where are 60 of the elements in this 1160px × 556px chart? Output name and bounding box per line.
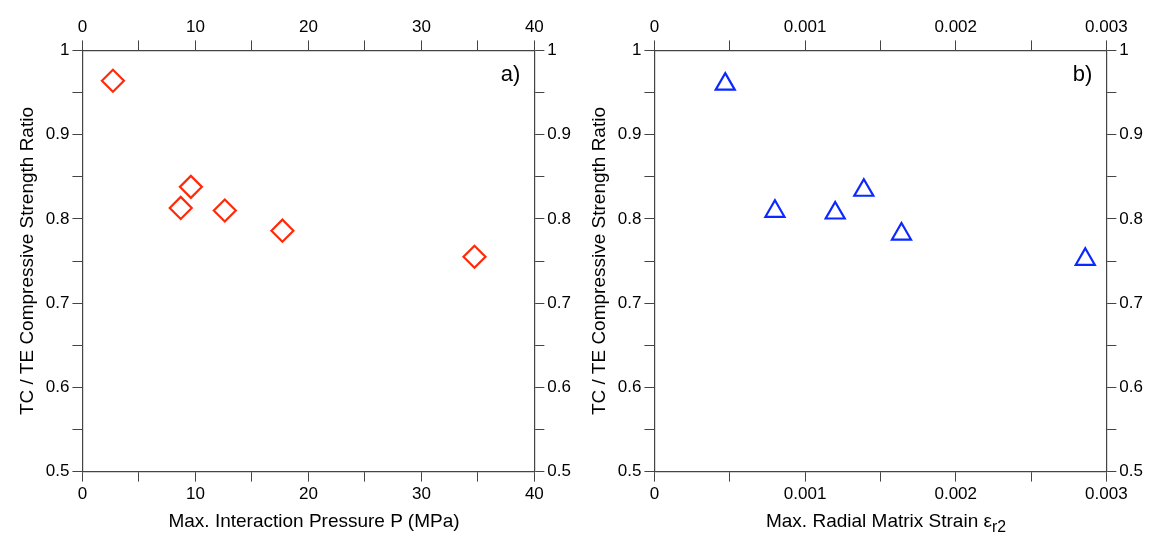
- x2-tick-label: 30: [411, 16, 431, 36]
- y-tick-label: 0.6: [617, 377, 642, 397]
- x2-tick-label: 20: [298, 16, 318, 36]
- point: [212, 198, 237, 223]
- point: [853, 178, 875, 197]
- x-tick-label: 40: [524, 484, 544, 504]
- x-tick-label: 0.003: [1085, 484, 1128, 504]
- y2-tick-label: 0.9: [547, 124, 572, 144]
- x2-tick-label: 0: [649, 16, 660, 36]
- point: [890, 221, 913, 241]
- x-tick-label: 0: [649, 484, 660, 504]
- y2-tick-label: 0.7: [547, 292, 572, 312]
- x2-tick-label: 10: [185, 16, 205, 36]
- y2-tick-label: 0.8: [1119, 208, 1144, 228]
- point: [824, 200, 846, 220]
- y2-tick-label: 1: [1119, 40, 1129, 60]
- y2-tick-label: 0.7: [1119, 292, 1144, 312]
- point: [764, 199, 786, 218]
- y2-tick-label: 0.6: [1119, 377, 1144, 397]
- annotation: b): [1072, 61, 1093, 87]
- y2-tick-label: 0.5: [547, 461, 572, 481]
- x-tick-label: 0.001: [783, 484, 827, 504]
- y-tick-label: 0.7: [45, 292, 70, 312]
- point: [270, 218, 295, 243]
- x-tick-label: 0.002: [934, 484, 977, 504]
- point: [178, 174, 203, 199]
- annotation: a): [500, 61, 521, 87]
- y2-tick-label: 0.6: [547, 377, 572, 397]
- y-tick-label: 0.8: [617, 208, 642, 228]
- x-tick-label: 10: [185, 484, 205, 504]
- y-tick-label: 1: [631, 40, 642, 60]
- point: [168, 195, 193, 221]
- y-tick-label: 0.9: [617, 124, 642, 144]
- point: [462, 244, 487, 269]
- x-tick-label: 20: [298, 484, 318, 504]
- x-axis-title: Max. Radial Matrix Strain ε$_{r2}$: [764, 510, 1008, 536]
- y-tick-label: 0.5: [45, 461, 70, 481]
- x-tick-label: 0: [77, 484, 88, 504]
- x2-tick-label: 40: [524, 16, 544, 36]
- y-tick-label: 0.7: [617, 292, 642, 312]
- y2-tick-label: 0.5: [1119, 461, 1144, 481]
- y-tick-label: 0.9: [45, 124, 70, 144]
- y-tick-label: 0.8: [45, 208, 70, 228]
- y-axis-title: TC / TE Compressive Strength Ratio: [15, 107, 37, 415]
- y2-tick-label: 0.9: [1119, 124, 1144, 144]
- y-tick-label: 0.6: [45, 377, 70, 397]
- x2-tick-label: 0.003: [1085, 16, 1128, 36]
- x2-tick-label: 0.002: [934, 16, 977, 36]
- point: [1074, 247, 1096, 266]
- y-tick-label: 1: [59, 40, 70, 60]
- x2-tick-label: 0: [77, 16, 88, 36]
- x2-tick-label: 0.001: [783, 16, 827, 36]
- y2-tick-label: 0.8: [547, 208, 572, 228]
- x-axis-title: Max. Interaction Pressure P (MPa): [167, 510, 461, 532]
- y2-tick-label: 1: [547, 40, 557, 60]
- point: [100, 68, 126, 93]
- x-tick-label: 30: [411, 484, 431, 504]
- point: [714, 72, 736, 91]
- y-tick-label: 0.5: [617, 461, 642, 481]
- y-axis-title: TC / TE Compressive Strength Ratio: [587, 107, 609, 415]
